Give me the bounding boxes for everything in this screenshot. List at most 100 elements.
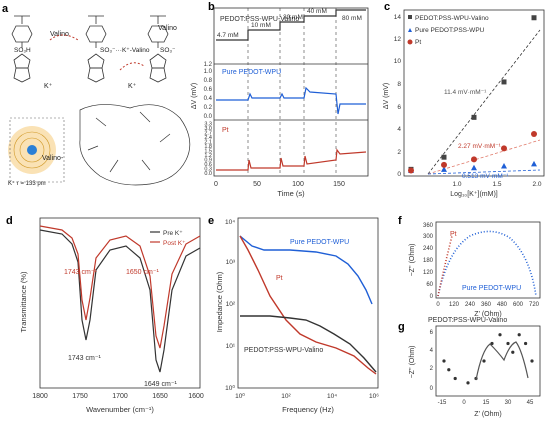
b-xtick-2: 100 [292,181,304,188]
b-separators [247,8,337,176]
d-xlabel: Wavenumber (cm⁻¹) [86,405,154,414]
f-xtick-2: 240 [465,302,476,308]
b-ytick-mid-5: 1.0 [204,69,213,75]
panel-b: b PEDOT:PSS-WPU-Valino 4.7 mM 10 mM 20 m… [191,1,369,198]
f-ytick-2: 120 [423,270,434,276]
d-ylabel: Transmittance (%) [19,271,28,332]
panel-c: c PEDOT:PSS-WPU-Valino Pure PEDOT:PSS-WP… [383,1,545,198]
g-ytick-3: 6 [430,330,434,336]
c-slope-2: 0.513 mV·mM⁻¹ [462,173,509,180]
c-legend-1: Pure PEDOT:PSS-WPU [415,27,485,34]
b-legend-top: PEDOT:PSS-WPU-Valino [220,16,299,23]
macrocycle-label: Valino- [42,155,64,162]
f-label-1: Pure PEDOT-WPU [462,285,521,292]
e-blue-series [239,235,373,305]
panel-d-frame [39,217,201,389]
b-yticks-mid: 0.0 0.2 0.4 0.6 0.8 1.0 1.2 [204,62,213,120]
panel-d: d Pre K⁺ Post K⁺ 1743 cm⁻¹ 1650 cm⁻¹ 174… [6,215,204,414]
b-ytick-bot-8: 2.4 [204,135,212,141]
b-conc-2: 10 mM [251,22,271,29]
c-point-0-4 [531,15,537,21]
b-yticks-bot: 0.0 0.3 0.6 0.9 1.2 1.5 1.8 2.1 2.4 2.7 … [204,122,212,178]
c-ytick-7: 14 [394,14,402,21]
g-xticks: -15 0 15 30 45 [438,400,534,406]
monomer-2 [85,15,107,83]
e-xtick-1: 10² [281,393,291,400]
b-conc-5: 80 mM [342,15,362,22]
g-xtick-4: 45 [527,400,534,406]
b-ytick-bot-4: 1.2 [204,153,212,159]
panel-c-frame [403,9,545,177]
e-xlabel: Frequency (Hz) [282,405,334,414]
d-xtick-2: 1700 [112,393,128,400]
c-legend-0: PEDOT:PSS-WPU-Valino [415,15,489,22]
monomer-3 [147,15,169,83]
valinomycin-ring [79,104,191,186]
b-ytick-bot-10: 3.0 [204,126,212,132]
c-ytick-2: 4 [397,126,401,133]
d-ann-1: 1650 cm⁻¹ [126,269,160,276]
b-ylabel: ΔV (mV) [191,83,198,109]
valino-label-1: Valino [50,31,69,38]
c-legend-swatch-2 [407,39,413,45]
g-xtick-1: 0 [462,400,466,406]
c-ytick-5: 10 [394,58,402,65]
f-blue-series [437,230,537,297]
b-xtick-1: 50 [253,181,261,188]
b-conc-4: 40 mM [307,8,327,15]
f-xtick-5: 600 [513,302,524,308]
c-xlabel: Log₁₀[K⁺](mM)] [450,191,498,198]
e-label-2: PEDOT:PSS-WPU-Valino [244,347,323,354]
panel-label-e: e [208,215,214,227]
e-red-series [239,235,377,375]
c-point-0-1 [441,154,447,160]
b-ytick-bot-7: 2.1 [204,140,212,146]
f-ylabel: −Z'' (Ohm) [409,244,416,277]
d-legend-0: Pre K⁺ [163,230,183,237]
g-xlabel: Z' (Ohm) [474,411,501,418]
g-xtick-2: 15 [483,400,490,406]
e-yticks: 10⁰ 10¹ 10² 10³ 10⁴ [225,219,236,392]
e-label-1: Pt [276,275,283,282]
b-ytick-bot-9: 2.7 [204,131,212,137]
c-ylabel: ΔV (mV) [383,83,390,109]
c-point-2-4 [531,130,537,137]
b-ytick-mid-3: 0.6 [204,87,213,93]
c-point-1-1 [441,166,447,172]
b-ytick-mid-1: 0.2 [204,105,213,111]
f-ytick-5: 300 [423,234,434,240]
c-xtick-1: 1.5 [492,181,501,188]
g-ytick-0: 0 [430,386,434,392]
c-ytick-1: 2 [397,149,401,156]
g-point-7 [498,333,502,337]
g-series-line [475,341,529,381]
c-legend-swatch-0 [408,15,412,19]
f-red-series [437,235,453,297]
b-mid-blue-series [216,86,366,115]
d-xtick-0: 1800 [32,393,48,400]
c-slope-0: 11.4 mV·mM⁻¹ [444,89,487,96]
b-conc-3: 20 mM [283,14,303,21]
b-ytick-mid-2: 0.4 [204,96,213,102]
d-ann-2: 1743 cm⁻¹ [68,355,102,362]
g-point-8 [506,341,510,346]
b-ytick-bot-5: 1.5 [204,149,212,155]
g-xtick-0: -15 [438,400,447,406]
f-ytick-4: 240 [423,246,434,252]
d-xtick-3: 1650 [152,393,168,400]
ion-radius-text: K⁺ r = 133 pm [8,180,46,187]
f-ytick-0: 0 [430,294,434,300]
panel-f-frame [435,221,541,299]
c-fit-red [427,139,541,175]
b-ytick-mid-0: 0.0 [204,114,213,120]
k-ion-icon [8,126,56,174]
c-xticks: 1.0 1.5 2.0 [452,181,541,188]
b-ytick-mid-4: 0.8 [204,78,213,84]
panel-label-f: f [398,215,402,227]
c-xtick-2: 2.0 [532,181,541,188]
c-xtick-0: 1.0 [452,181,461,188]
d-xtick-4: 1600 [188,393,204,400]
e-xticks: 10⁰ 10² 10⁴ 10⁶ [235,392,379,400]
c-ytick-0: 0 [397,171,401,178]
